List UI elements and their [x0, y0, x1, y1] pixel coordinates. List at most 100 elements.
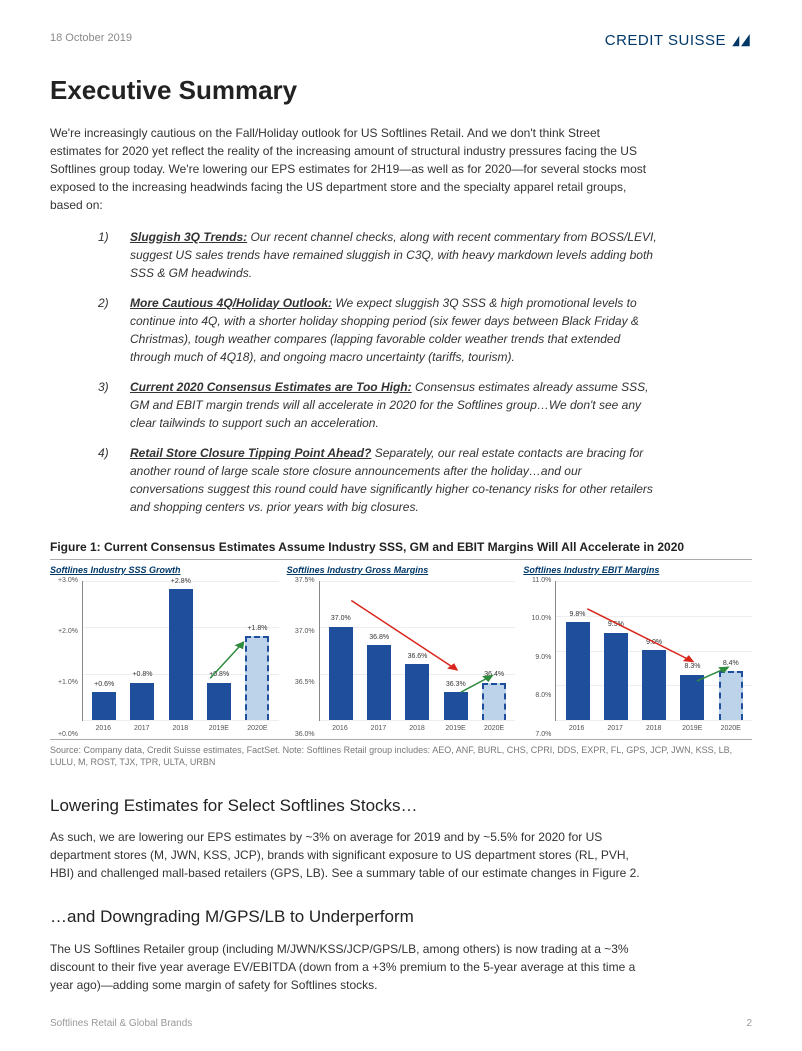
- bullet-title: Sluggish 3Q Trends:: [130, 230, 247, 244]
- bar: [482, 683, 506, 720]
- bar-wrap: +0.6%: [85, 680, 123, 721]
- bar: [444, 692, 468, 720]
- figure-title: Figure 1: Current Consensus Estimates As…: [50, 538, 752, 560]
- x-axis: 2016201720182019E2020E: [319, 724, 516, 735]
- chart-plot: +0.6%+0.8%+2.8%+0.8%+1.8%: [82, 581, 279, 721]
- section-heading: …and Downgrading M/GPS/LB to Underperfor…: [50, 904, 752, 930]
- bar-value-label: 9.0%: [646, 638, 662, 649]
- chart: Softlines Industry Gross Margins 36.0%36.…: [287, 564, 516, 735]
- y-tick-label: +3.0%: [58, 576, 78, 587]
- brand-logo: CREDIT SUISSE: [605, 30, 752, 53]
- y-tick-label: 8.0%: [535, 691, 551, 702]
- bullet-number: 3): [98, 378, 118, 432]
- page-number: 2: [746, 1016, 752, 1031]
- x-axis: 2016201720182019E2020E: [555, 724, 752, 735]
- bullet-item: 4) Retail Store Closure Tipping Point Ahe…: [98, 444, 658, 516]
- chart-title: Softlines Industry SSS Growth: [50, 564, 279, 578]
- x-tick-label: 2020E: [475, 724, 514, 735]
- x-axis: 2016201720182019E2020E: [82, 724, 279, 735]
- intro-paragraph: We're increasingly cautious on the Fall/…: [50, 124, 650, 214]
- x-tick-label: 2018: [398, 724, 437, 735]
- bullet-text: Retail Store Closure Tipping Point Ahead…: [130, 444, 658, 516]
- bar-wrap: +0.8%: [200, 670, 238, 720]
- x-tick-label: 2017: [123, 724, 162, 735]
- bar-wrap: 8.3%: [673, 662, 711, 720]
- y-axis: 7.0%8.0%9.0%10.0%11.0%: [523, 581, 553, 735]
- bar-value-label: 9.8%: [570, 610, 586, 621]
- page-header: 18 October 2019 CREDIT SUISSE: [50, 30, 752, 53]
- bullet-item: 1)Sluggish 3Q Trends: Our recent channel…: [98, 228, 658, 282]
- section-body: As such, we are lowering our EPS estimat…: [50, 828, 650, 882]
- x-tick-label: 2016: [84, 724, 123, 735]
- bar: [207, 683, 231, 720]
- section-heading: Lowering Estimates for Select Softlines …: [50, 793, 752, 819]
- bar-value-label: +0.8%: [209, 670, 229, 681]
- sails-icon: [730, 34, 752, 48]
- y-axis: 36.0%36.5%37.0%37.5%: [287, 581, 317, 735]
- x-tick-label: 2016: [557, 724, 596, 735]
- bar: [719, 671, 743, 720]
- x-tick-label: 2018: [634, 724, 673, 735]
- bar: [169, 589, 193, 720]
- y-tick-label: +2.0%: [58, 627, 78, 638]
- figure-source: Source: Company data, Credit Suisse esti…: [50, 739, 752, 769]
- chart-title: Softlines Industry EBIT Margins: [523, 564, 752, 578]
- bars-group: 37.0% 36.8% 36.6% 36.3% 36.4%: [320, 581, 516, 720]
- bar-value-label: +2.8%: [171, 577, 191, 588]
- bar-wrap: 36.6%: [398, 652, 436, 721]
- y-tick-label: 37.5%: [295, 576, 315, 587]
- bar-wrap: +0.8%: [123, 670, 161, 720]
- bar-wrap: +1.8%: [238, 624, 276, 721]
- bullet-item: 2)More Cautious 4Q/Holiday Outlook: We e…: [98, 294, 658, 366]
- bullet-title: Retail Store Closure Tipping Point Ahead…: [130, 446, 371, 460]
- bar-value-label: 37.0%: [331, 614, 351, 625]
- bullet-list: 1)Sluggish 3Q Trends: Our recent channel…: [98, 228, 658, 516]
- chart: Softlines Industry SSS Growth +0.0%+1.0%+…: [50, 564, 279, 735]
- bar-value-label: +0.6%: [94, 680, 114, 691]
- bar-value-label: 9.5%: [608, 620, 624, 631]
- charts-row: Softlines Industry SSS Growth +0.0%+1.0%+…: [50, 564, 752, 735]
- x-tick-label: 2017: [359, 724, 398, 735]
- bar-value-label: 8.3%: [685, 662, 701, 673]
- x-tick-label: 2020E: [711, 724, 750, 735]
- y-axis: +0.0%+1.0%+2.0%+3.0%: [50, 581, 80, 735]
- bar-wrap: 36.4%: [475, 670, 513, 720]
- bars-group: +0.6%+0.8%+2.8%+0.8%+1.8%: [83, 581, 279, 720]
- bar-value-label: +1.8%: [247, 624, 267, 635]
- bullet-number: 2): [98, 294, 118, 366]
- bar-value-label: 36.3%: [446, 680, 466, 691]
- bar: [405, 664, 429, 720]
- x-tick-label: 2016: [321, 724, 360, 735]
- y-tick-label: 9.0%: [535, 653, 551, 664]
- bullet-title: Current 2020 Consensus Estimates are Too…: [130, 380, 412, 394]
- bullet-text: Sluggish 3Q Trends: Our recent channel c…: [130, 228, 658, 282]
- bar: [566, 622, 590, 720]
- bar: [367, 645, 391, 720]
- bar-value-label: +0.8%: [132, 670, 152, 681]
- y-tick-label: 37.0%: [295, 627, 315, 638]
- chart-plot: 9.8% 9.5% 9.0% 8.3% 8.4%: [555, 581, 752, 721]
- x-tick-label: 2018: [161, 724, 200, 735]
- bar-wrap: 9.8%: [558, 610, 596, 721]
- bar-wrap: 37.0%: [322, 614, 360, 720]
- bar: [680, 675, 704, 721]
- x-tick-label: 2017: [596, 724, 635, 735]
- bar-wrap: 36.3%: [437, 680, 475, 721]
- x-tick-label: 2019E: [200, 724, 239, 735]
- bullet-number: 4): [98, 444, 118, 516]
- chart-plot: 37.0% 36.8% 36.6% 36.3% 36.4%: [319, 581, 516, 721]
- x-tick-label: 2020E: [238, 724, 277, 735]
- bullet-text: Current 2020 Consensus Estimates are Too…: [130, 378, 658, 432]
- bullet-text: More Cautious 4Q/Holiday Outlook: We exp…: [130, 294, 658, 366]
- bar-value-label: 36.8%: [369, 633, 389, 644]
- bullet-number: 1): [98, 228, 118, 282]
- bars-group: 9.8% 9.5% 9.0% 8.3% 8.4%: [556, 581, 752, 720]
- bar: [130, 683, 154, 720]
- bar-value-label: 8.4%: [723, 659, 739, 670]
- bar: [642, 650, 666, 720]
- chart-title: Softlines Industry Gross Margins: [287, 564, 516, 578]
- bar-wrap: +2.8%: [162, 577, 200, 720]
- section-body: The US Softlines Retailer group (includi…: [50, 940, 650, 994]
- y-tick-label: +0.0%: [58, 729, 78, 740]
- page-footer: Softlines Retail & Global Brands 2: [50, 1016, 752, 1031]
